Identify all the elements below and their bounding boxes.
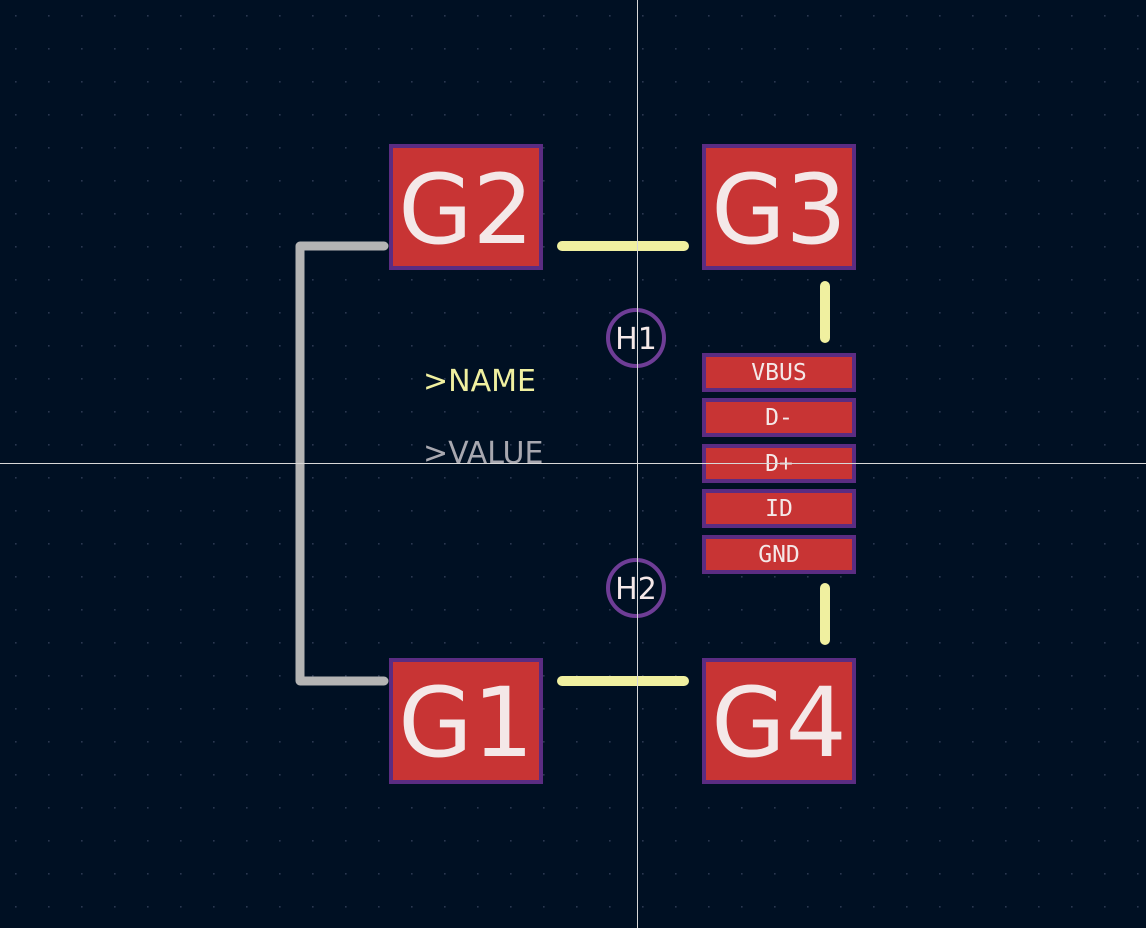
pad-g1[interactable]: G1 xyxy=(389,658,543,784)
pad-g3-label: G3 xyxy=(711,154,846,266)
hole-h1[interactable]: H1 xyxy=(606,308,666,368)
pad-id-label: ID xyxy=(765,496,793,522)
hole-h1-label: H1 xyxy=(615,322,657,357)
pad-gnd-label: GND xyxy=(758,542,800,568)
value-label[interactable]: >VALUE xyxy=(423,436,543,471)
hole-h2[interactable]: H2 xyxy=(606,558,666,618)
name-label[interactable]: >NAME xyxy=(423,364,536,399)
pad-g2[interactable]: G2 xyxy=(389,144,543,270)
pad-vbus-label: VBUS xyxy=(751,360,806,386)
pad-g3[interactable]: G3 xyxy=(702,144,856,270)
hole-h2-label: H2 xyxy=(615,572,657,607)
pad-vbus[interactable]: VBUS xyxy=(702,353,856,392)
pad-id[interactable]: ID xyxy=(702,489,856,528)
pad-dminus-label: D- xyxy=(765,405,793,431)
pad-g4-label: G4 xyxy=(711,667,846,779)
pad-g1-label: G1 xyxy=(398,667,533,779)
pad-g4[interactable]: G4 xyxy=(702,658,856,784)
pad-g2-label: G2 xyxy=(398,154,533,266)
pad-gnd[interactable]: GND xyxy=(702,535,856,574)
pad-dminus[interactable]: D- xyxy=(702,398,856,437)
